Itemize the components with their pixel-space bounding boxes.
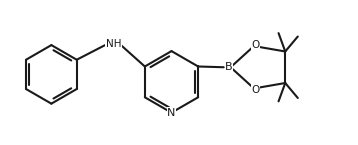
Text: O: O: [251, 85, 259, 95]
Text: NH: NH: [106, 39, 121, 49]
Text: B: B: [225, 62, 233, 72]
Text: O: O: [251, 40, 259, 50]
Text: N: N: [167, 108, 176, 118]
